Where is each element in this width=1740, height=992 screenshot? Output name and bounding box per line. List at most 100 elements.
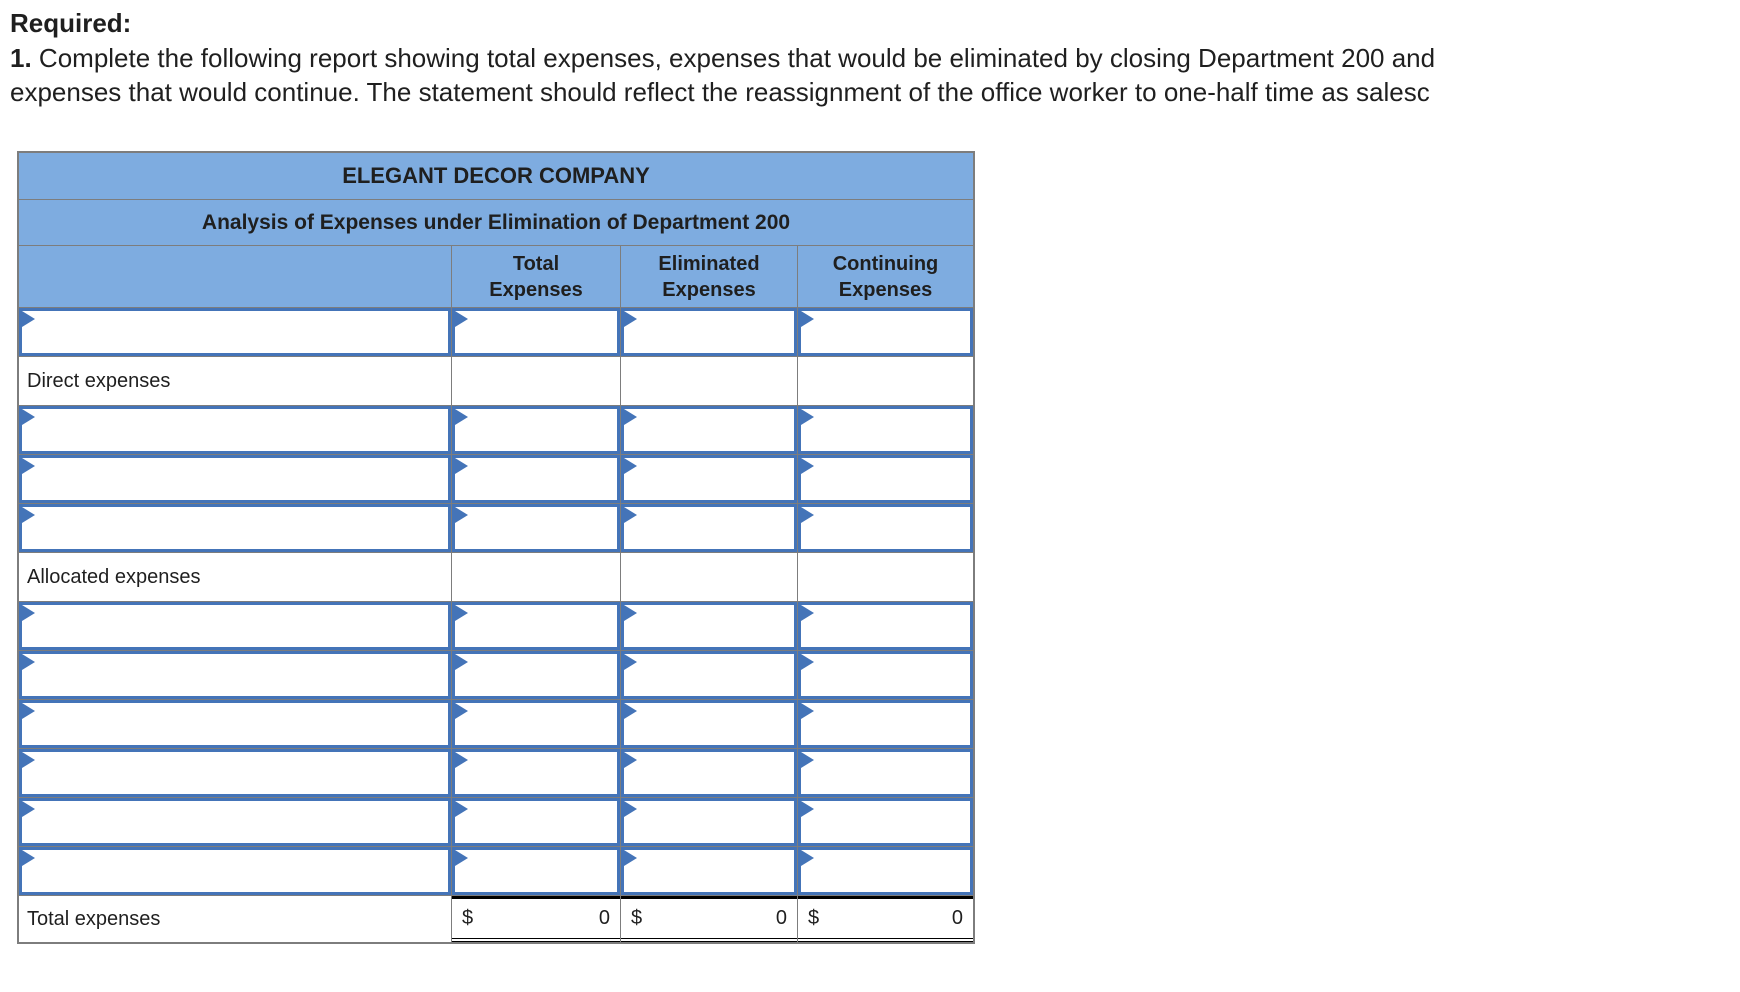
answer-input-cell-amount[interactable] xyxy=(452,651,620,699)
answer-input-cell-label[interactable] xyxy=(19,602,451,650)
instruction-line-1: 1. Complete the following report showing… xyxy=(10,41,1740,75)
input-flag-icon xyxy=(624,801,637,817)
answer-input-cell-amount[interactable] xyxy=(798,651,973,699)
input-flag-icon xyxy=(624,850,637,866)
answer-input-cell-label[interactable] xyxy=(19,700,451,748)
input-flag-icon xyxy=(455,703,468,719)
answer-input-cell-amount[interactable] xyxy=(621,504,797,552)
answer-input-cell-amount[interactable] xyxy=(452,504,620,552)
answer-input-cell-amount[interactable] xyxy=(452,798,620,846)
table-title: ELEGANT DECOR COMPANY xyxy=(19,153,973,199)
answer-input-cell-amount[interactable] xyxy=(621,651,797,699)
total-value: 0 xyxy=(951,907,963,929)
input-flag-icon xyxy=(624,409,637,425)
input-flag-icon xyxy=(801,458,814,474)
input-flag-icon xyxy=(22,311,35,327)
instruction-text-1: Complete the following report showing to… xyxy=(38,43,1436,73)
input-flag-icon xyxy=(22,507,35,523)
table-subtitle: Analysis of Expenses under Elimination o… xyxy=(19,200,973,245)
empty-cell xyxy=(621,357,797,405)
answer-input-cell-amount[interactable] xyxy=(452,700,620,748)
answer-input-cell-amount[interactable] xyxy=(452,847,620,895)
answer-input-cell-amount[interactable] xyxy=(621,602,797,650)
answer-input-cell-amount[interactable] xyxy=(798,308,973,356)
input-flag-icon xyxy=(455,752,468,768)
answer-input-cell-amount[interactable] xyxy=(798,455,973,503)
column-header-total-expenses: Total Expenses xyxy=(452,246,620,307)
answer-input-cell-amount[interactable] xyxy=(452,749,620,797)
total-amount-cell: $0 xyxy=(452,896,620,942)
answer-input-cell-label[interactable] xyxy=(19,651,451,699)
answer-input-cell-amount[interactable] xyxy=(798,798,973,846)
input-flag-icon xyxy=(22,458,35,474)
input-flag-icon xyxy=(624,654,637,670)
input-flag-icon xyxy=(801,605,814,621)
instructions-block: Required: 1. Complete the following repo… xyxy=(10,6,1740,109)
answer-input-cell-amount[interactable] xyxy=(621,847,797,895)
total-row-label: Total expenses xyxy=(19,896,451,942)
input-flag-icon xyxy=(801,409,814,425)
total-amount-cell: $0 xyxy=(621,896,797,942)
empty-cell xyxy=(452,553,620,601)
answer-input-cell-amount[interactable] xyxy=(798,749,973,797)
column-header-blank xyxy=(19,246,451,307)
input-flag-icon xyxy=(801,850,814,866)
input-flag-icon xyxy=(624,507,637,523)
answer-input-cell-label[interactable] xyxy=(19,455,451,503)
answer-input-cell-amount[interactable] xyxy=(452,308,620,356)
input-flag-icon xyxy=(22,605,35,621)
empty-cell xyxy=(621,553,797,601)
input-flag-icon xyxy=(624,703,637,719)
answer-input-cell-label[interactable] xyxy=(19,847,451,895)
answer-input-cell-amount[interactable] xyxy=(798,700,973,748)
input-flag-icon xyxy=(801,507,814,523)
answer-input-cell-label[interactable] xyxy=(19,798,451,846)
total-value: 0 xyxy=(775,907,787,929)
answer-input-cell-amount[interactable] xyxy=(621,455,797,503)
input-flag-icon xyxy=(624,458,637,474)
input-flag-icon xyxy=(455,458,468,474)
answer-input-cell-amount[interactable] xyxy=(798,504,973,552)
answer-input-cell-amount[interactable] xyxy=(452,406,620,454)
total-amount-cell: $0 xyxy=(798,896,973,942)
input-flag-icon xyxy=(22,409,35,425)
answer-input-cell-amount[interactable] xyxy=(621,406,797,454)
input-flag-icon xyxy=(624,752,637,768)
answer-input-cell-amount[interactable] xyxy=(798,406,973,454)
answer-input-cell-amount[interactable] xyxy=(798,847,973,895)
input-flag-icon xyxy=(801,801,814,817)
answer-input-cell-amount[interactable] xyxy=(621,700,797,748)
input-flag-icon xyxy=(455,850,468,866)
input-flag-icon xyxy=(801,752,814,768)
column-header-eliminated-expenses: Eliminated Expenses xyxy=(621,246,797,307)
answer-input-cell-amount[interactable] xyxy=(798,602,973,650)
input-flag-icon xyxy=(455,507,468,523)
total-value: 0 xyxy=(598,907,610,929)
answer-input-cell-label[interactable] xyxy=(19,406,451,454)
answer-input-cell-amount[interactable] xyxy=(621,749,797,797)
input-flag-icon xyxy=(22,654,35,670)
input-flag-icon xyxy=(801,311,814,327)
expense-analysis-worksheet: ELEGANT DECOR COMPANY Analysis of Expens… xyxy=(17,151,975,944)
currency-symbol: $ xyxy=(808,907,820,929)
answer-input-cell-amount[interactable] xyxy=(621,798,797,846)
input-flag-icon xyxy=(455,311,468,327)
answer-input-cell-amount[interactable] xyxy=(452,455,620,503)
input-flag-icon xyxy=(624,605,637,621)
instruction-line-2: expenses that would continue. The statem… xyxy=(10,77,1430,107)
answer-input-cell-label[interactable] xyxy=(19,308,451,356)
currency-symbol: $ xyxy=(462,907,474,929)
answer-input-cell-amount[interactable] xyxy=(621,308,797,356)
input-flag-icon xyxy=(455,409,468,425)
input-flag-icon xyxy=(455,605,468,621)
answer-input-cell-label[interactable] xyxy=(19,504,451,552)
input-flag-icon xyxy=(22,703,35,719)
answer-input-cell-label[interactable] xyxy=(19,749,451,797)
empty-cell xyxy=(798,357,973,405)
input-flag-icon xyxy=(801,654,814,670)
input-flag-icon xyxy=(624,311,637,327)
section-label: Direct expenses xyxy=(19,357,451,405)
answer-input-cell-amount[interactable] xyxy=(452,602,620,650)
empty-cell xyxy=(798,553,973,601)
input-flag-icon xyxy=(455,801,468,817)
